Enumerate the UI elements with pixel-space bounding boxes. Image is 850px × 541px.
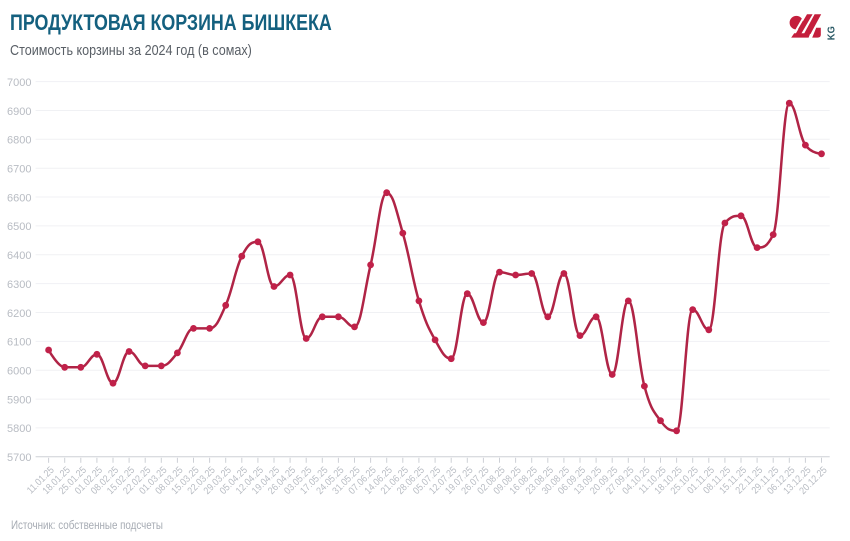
svg-text:KG: KG [826, 26, 838, 40]
svg-text:5800: 5800 [7, 423, 31, 435]
svg-text:6500: 6500 [7, 221, 31, 233]
svg-text:6300: 6300 [7, 279, 31, 291]
svg-text:6400: 6400 [7, 250, 31, 262]
svg-text:6600: 6600 [7, 192, 31, 204]
svg-text:7000: 7000 [7, 77, 31, 89]
svg-text:6700: 6700 [7, 164, 31, 176]
svg-text:5900: 5900 [7, 394, 31, 406]
svg-text:6200: 6200 [7, 308, 31, 320]
svg-text:6800: 6800 [7, 135, 31, 147]
svg-text:6100: 6100 [7, 337, 31, 349]
svg-text:6000: 6000 [7, 366, 31, 378]
svg-text:6900: 6900 [7, 106, 31, 118]
svg-text:5700: 5700 [7, 452, 31, 464]
